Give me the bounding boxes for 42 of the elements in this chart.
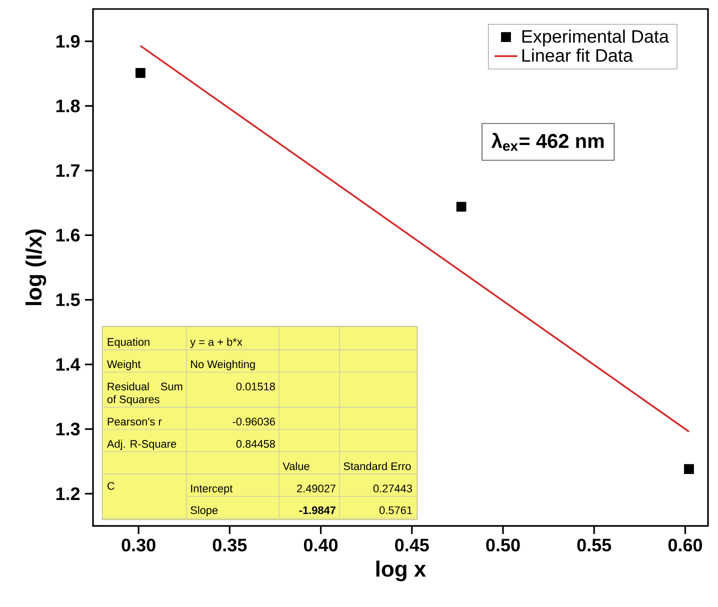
y-tick-label: 1.9 [56,34,80,48]
annotation: No Weighting [191,360,255,370]
annotation: Adj. R-Square [106,440,176,450]
y-tick-label: 1.7 [56,164,80,177]
annotation: 0.5761 [379,506,412,514]
annotation: 0.84458 [236,440,275,448]
annotation: Value [282,462,310,470]
annotation: Standard Erro [344,462,411,470]
x-tick-label: 0.35 [212,538,247,552]
y-tick-label: 1.2 [56,487,80,500]
annotation: 0.01518 [236,382,275,390]
x-tick-label: 0.30 [122,538,156,552]
annotation: Pearson's r [108,418,162,426]
legend-label: Linear fit Data [522,48,633,62]
y-tick-label: 1.6 [56,228,80,242]
annotation: Slope [190,506,218,516]
point [456,202,466,212]
annotation: Intercept [191,484,233,495]
y-axis-title: log (I/x) [26,229,46,306]
x-tick-label: 0.50 [486,538,520,552]
annotation: 0.27443 [373,484,412,492]
y-tick-label: 1.8 [56,100,80,112]
y-tick-label: 1.3 [56,422,80,436]
annotation: Weight [106,360,141,370]
x-tick-label: 0.60 [668,538,702,552]
x-tick-label: 0.55 [577,538,612,552]
y-tick-label: 1.4 [56,358,80,371]
x-tick-label: 0.45 [395,538,429,552]
annotation: Residual Sum of Squares [107,382,182,406]
x-tick-label: 0.40 [304,538,338,552]
annotation: -0.96036 [232,418,275,426]
annotation: Equation [108,338,150,348]
annotation: -1.9847 [299,506,336,514]
point [136,68,146,78]
annotation: C [107,482,114,490]
y-tick-label: 1.5 [56,294,80,306]
annotation: y = a + b*x [190,338,242,348]
annotation: 2.49027 [297,484,336,492]
x-axis-title: log x [376,560,426,582]
point [684,464,694,474]
legend-label: Experimental Data [522,30,669,46]
text: λ$_{ex}$= 462 nm [491,132,604,151]
